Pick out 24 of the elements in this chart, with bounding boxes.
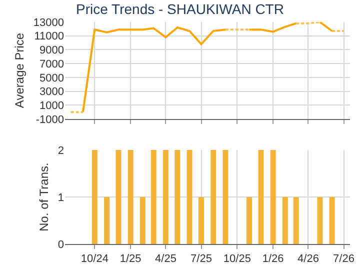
x-tick-label: 4/26 bbox=[298, 253, 319, 266]
y-tick-label: 3000 bbox=[40, 86, 64, 98]
y-tick-label: 1000 bbox=[40, 100, 64, 112]
x-tick-label: 10/24 bbox=[80, 253, 108, 266]
y-tick-label: 13000 bbox=[33, 16, 64, 29]
x-tick-label: 4/25 bbox=[155, 253, 176, 266]
y-axis-title: No. of Trans. bbox=[37, 162, 52, 232]
x-tick-label: 1/25 bbox=[120, 253, 142, 266]
y-axis-title: Average Price bbox=[12, 32, 27, 108]
line-series bbox=[248, 22, 298, 33]
y-tick-label: 0 bbox=[58, 238, 64, 251]
y-tick-label: 7000 bbox=[40, 58, 64, 70]
y-tick-label: 1 bbox=[58, 192, 64, 204]
x-tick-label: 7/26 bbox=[333, 253, 354, 266]
y-tick-label: -1000 bbox=[36, 114, 64, 126]
y-tick-label: 5000 bbox=[40, 72, 64, 84]
line-series bbox=[82, 26, 226, 114]
x-tick-label: 10/25 bbox=[223, 253, 251, 266]
x-tick-label: 7/25 bbox=[190, 253, 212, 266]
x-tick-label: 1/26 bbox=[262, 253, 284, 266]
y-tick-label: 9000 bbox=[40, 44, 64, 57]
y-tick-label: 11000 bbox=[34, 30, 64, 43]
y-tick-label: 2 bbox=[58, 144, 64, 157]
chart-title: Price Trends - SHAUKIWAN CTR bbox=[76, 0, 284, 17]
